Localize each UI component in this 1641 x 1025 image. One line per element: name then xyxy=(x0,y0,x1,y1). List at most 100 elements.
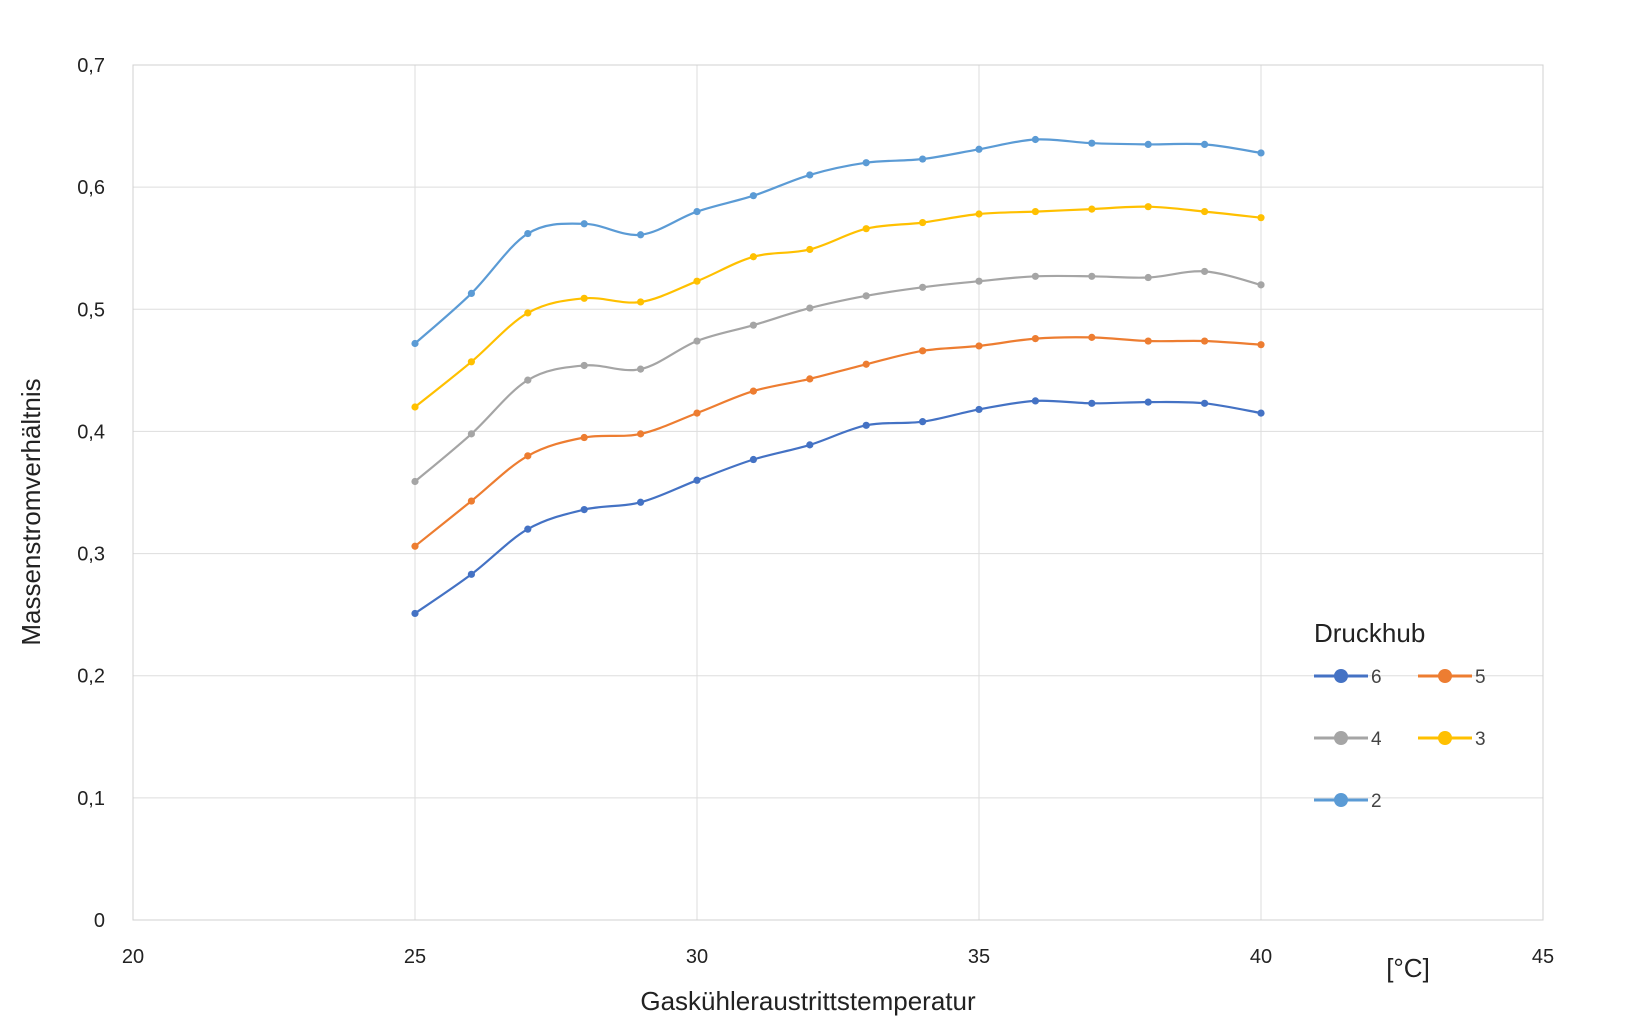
data-point xyxy=(1257,214,1265,222)
series-5 xyxy=(411,333,1265,550)
y-tick-label: 0,7 xyxy=(77,55,105,77)
data-point xyxy=(580,506,588,514)
x-tick-label: 30 xyxy=(686,946,708,968)
data-point xyxy=(749,387,758,395)
y-tick-label: 0,5 xyxy=(77,299,105,321)
data-point xyxy=(919,155,927,163)
data-point xyxy=(749,321,758,329)
data-point xyxy=(1144,203,1152,211)
legend: Druckhub 6 5 4 3 2 xyxy=(1314,618,1486,812)
data-point xyxy=(1201,267,1209,276)
data-point xyxy=(693,476,701,484)
legend-item-2: 2 xyxy=(1314,791,1382,812)
data-point xyxy=(919,283,927,291)
data-point xyxy=(524,452,532,460)
y-tick-label: 0,3 xyxy=(77,544,105,566)
data-point xyxy=(411,403,419,411)
data-point xyxy=(1257,149,1265,157)
data-point xyxy=(693,207,701,216)
data-point xyxy=(411,542,419,550)
legend-label: 5 xyxy=(1475,667,1486,688)
data-point xyxy=(1031,135,1039,144)
data-point xyxy=(1031,272,1039,280)
data-point xyxy=(467,430,475,438)
series-2 xyxy=(411,135,1265,348)
data-point xyxy=(1088,333,1096,341)
y-tick-label: 0 xyxy=(94,910,105,932)
data-point xyxy=(524,525,532,533)
legend-swatch-marker xyxy=(1334,731,1348,745)
series-line xyxy=(414,270,1262,483)
x-tick-label: 45 xyxy=(1532,946,1554,968)
data-point xyxy=(919,418,927,426)
data-point xyxy=(1144,398,1152,406)
data-point xyxy=(580,433,588,442)
series-line xyxy=(414,399,1262,615)
legend-item-6: 6 xyxy=(1314,667,1382,688)
plot-frame xyxy=(132,64,1544,921)
legend-item-5: 5 xyxy=(1418,667,1486,688)
data-point xyxy=(637,298,645,306)
series-4 xyxy=(411,267,1265,486)
data-point xyxy=(1088,399,1096,407)
series-3 xyxy=(411,203,1265,411)
data-point xyxy=(411,477,419,486)
data-point xyxy=(467,570,475,578)
data-point xyxy=(411,609,419,618)
data-point xyxy=(862,159,870,167)
legend-swatch-marker xyxy=(1438,731,1452,745)
data-point xyxy=(637,231,645,239)
data-point xyxy=(975,405,983,414)
data-point xyxy=(806,304,814,312)
x-tick-label: 35 xyxy=(968,946,990,968)
data-point xyxy=(693,337,701,345)
legend-label: 2 xyxy=(1371,791,1382,812)
series-line xyxy=(414,138,1262,345)
data-point xyxy=(919,347,927,355)
data-point xyxy=(693,409,701,417)
tick-labels: 00,10,20,30,40,50,60,720 25 30 35 40 45 xyxy=(77,55,1554,968)
data-point xyxy=(467,497,475,505)
legend-swatch-marker xyxy=(1334,669,1348,683)
data-point xyxy=(806,245,814,254)
data-point xyxy=(411,339,419,348)
data-point xyxy=(975,210,983,218)
data-point xyxy=(862,421,870,429)
legend-item-3: 3 xyxy=(1418,729,1486,750)
y-axis-title: Massenstromverhältnis xyxy=(16,378,46,645)
data-point xyxy=(862,225,870,233)
data-point xyxy=(1144,140,1152,148)
data-point xyxy=(749,455,758,464)
data-point xyxy=(580,361,588,370)
data-point xyxy=(862,360,870,368)
gridlines xyxy=(132,64,1544,921)
data-point xyxy=(975,277,983,285)
data-point xyxy=(1031,397,1039,405)
data-point xyxy=(1201,140,1209,148)
x-tick-label: 25 xyxy=(404,946,426,968)
data-point xyxy=(1144,337,1152,345)
data-point xyxy=(919,218,927,227)
data-point xyxy=(1257,341,1265,349)
data-point xyxy=(1088,139,1096,147)
x-axis-unit: [°C] xyxy=(1386,953,1430,983)
legend-label: 3 xyxy=(1475,729,1486,750)
y-tick-label: 0,4 xyxy=(77,421,105,443)
series-layer xyxy=(411,135,1265,618)
data-point xyxy=(1257,281,1265,289)
data-point xyxy=(806,441,814,449)
data-point xyxy=(975,342,983,350)
x-tick-label: 20 xyxy=(122,946,144,968)
y-tick-label: 0,2 xyxy=(77,666,105,688)
data-point xyxy=(524,376,532,384)
data-point xyxy=(1201,337,1209,345)
data-point xyxy=(975,145,983,153)
data-point xyxy=(749,192,758,200)
data-point xyxy=(806,171,814,179)
data-point xyxy=(580,294,588,302)
data-point xyxy=(806,375,814,383)
legend-swatch-marker xyxy=(1334,793,1348,807)
y-tick-label: 0,1 xyxy=(77,788,105,810)
data-point xyxy=(1031,207,1039,216)
